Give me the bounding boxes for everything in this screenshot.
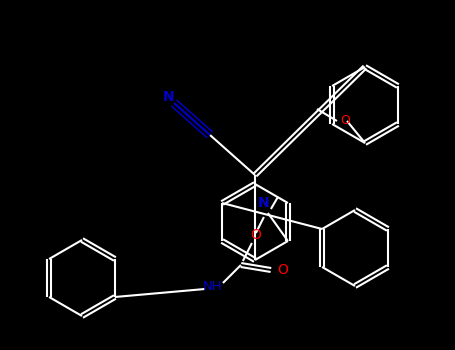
Text: O: O (250, 228, 261, 242)
Text: NH: NH (203, 280, 222, 294)
Text: N: N (163, 90, 175, 104)
Text: N: N (258, 196, 270, 210)
Text: O: O (340, 114, 350, 127)
Text: O: O (278, 263, 288, 277)
